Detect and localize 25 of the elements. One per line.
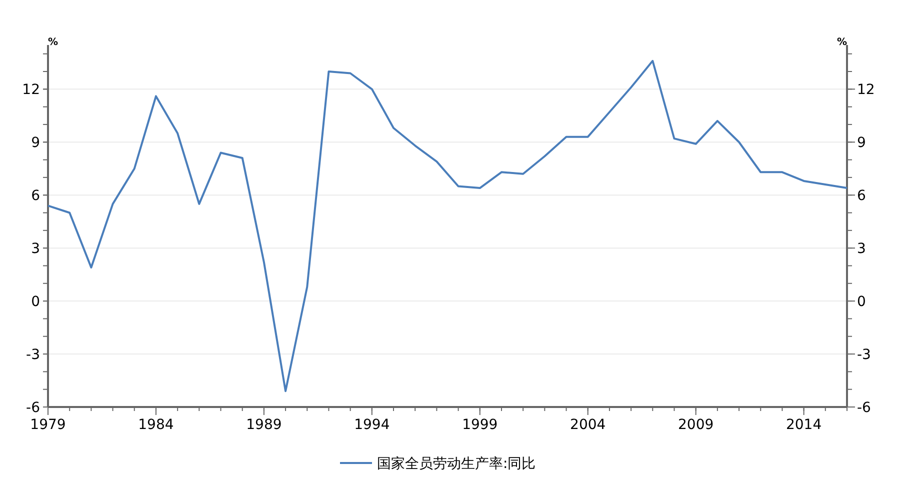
y-tick-label: 9: [31, 135, 40, 152]
x-tick-label: 1989: [246, 417, 282, 433]
y-tick-label: -3: [26, 347, 40, 364]
y-axis-title: %: [48, 37, 58, 48]
x-tick-label: 1979: [30, 417, 66, 433]
y-tick-label: -6: [26, 400, 40, 416]
x-tick-label: 1999: [462, 417, 498, 433]
x-tick-label: 1984: [138, 417, 174, 433]
y-tick-label: 6: [31, 188, 40, 204]
x-tick-label: 1994: [354, 417, 390, 433]
y2-tick-label: -3: [857, 347, 871, 364]
x-tick-label: 2014: [786, 417, 822, 433]
y2-tick-label: -6: [857, 400, 872, 416]
y-tick-label: 12: [22, 82, 40, 98]
y2-tick-label: 12: [857, 82, 875, 98]
y2-tick-label: 6: [857, 188, 866, 204]
y2-tick-label: 3: [857, 241, 866, 258]
x-tick-label: 2009: [678, 417, 714, 433]
y2-axis-title: %: [836, 37, 848, 48]
y2-tick-label: 9: [857, 135, 866, 152]
y2-tick-label: 0: [857, 294, 866, 310]
y-tick-label: 0: [31, 294, 40, 310]
x-tick-label: 2004: [570, 417, 606, 433]
legend-label: 国家全员劳动生产率:同比: [377, 456, 536, 472]
y-tick-label: 3: [31, 241, 40, 258]
